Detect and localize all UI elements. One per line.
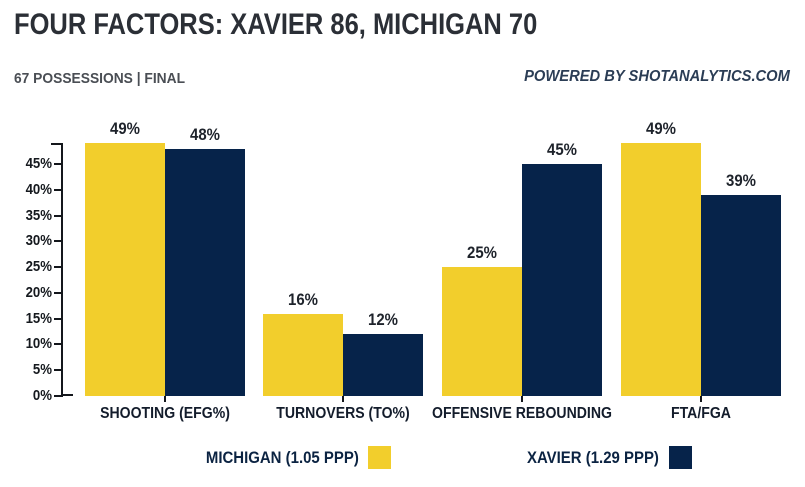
bar-value-label: 16% [288,290,318,309]
bar-value-label: 48% [190,125,220,144]
y-axis-tick-label: 0% [32,387,52,404]
y-axis-bottom-cap [61,394,73,396]
bar-value-label: 39% [726,171,756,190]
y-axis-tick-label: 30% [25,232,52,250]
y-axis-tick [54,317,61,320]
bar-xavier [165,149,245,396]
page-title: FOUR FACTORS: XAVIER 86, MICHIGAN 70 [14,8,538,41]
y-axis-tick-label: 20% [25,283,52,301]
category-label: TURNOVERS (TO%) [276,405,410,422]
category-label: OFFENSIVE REBOUNDING [432,405,612,422]
legend-swatch-xavier [669,446,693,469]
bar-value-label: 45% [547,140,577,159]
y-axis-tick [54,395,61,397]
powered-by-link[interactable]: POWERED BY SHOTANALYTICS.COM [524,68,790,85]
legend-item-michigan: MICHIGAN (1.05 PPP) [185,446,392,469]
y-axis-line [61,143,63,397]
bar-xavier [343,334,423,396]
legend-item-xavier: XAVIER (1.29 PPP) [509,446,693,469]
category-label: FTA/FGA [671,405,731,422]
y-axis-tick-label: 45% [25,154,52,172]
bar-value-label: 25% [467,243,497,262]
bar-value-label: 49% [646,119,676,138]
y-axis-tick-label: 10% [25,335,52,353]
bar-value-label: 12% [368,310,398,329]
y-axis-tick [54,214,61,217]
y-axis-tick [54,188,61,191]
bar-michigan [621,143,701,396]
bar-michigan [442,267,522,396]
y-axis-tick [54,369,61,372]
y-axis-tick [54,240,61,243]
bar-value-label: 49% [110,119,140,138]
y-axis-top-cap [51,143,63,145]
category-label: SHOOTING (EFG%) [100,405,230,422]
legend-label-michigan: MICHIGAN (1.05 PPP) [205,447,359,467]
y-axis-tick-label: 35% [25,206,52,224]
bar-xavier [522,164,602,396]
possessions-status-label: 67 POSSESSIONS | FINAL [14,70,186,87]
y-axis-tick [54,162,61,165]
bar-michigan [263,314,343,396]
y-axis-tick-label: 15% [25,309,52,327]
category-tick [700,396,702,402]
y-axis-tick [54,291,61,294]
bar-michigan [85,143,165,396]
legend-swatch-michigan [368,446,392,469]
y-axis-tick-label: 25% [25,258,52,276]
y-axis-tick-label: 5% [32,361,52,379]
category-tick [342,396,344,402]
y-axis-tick-label: 40% [25,180,52,198]
chart-legend: MICHIGAN (1.05 PPP) XAVIER (1.29 PPP) [36,446,805,469]
y-axis-tick [54,266,61,269]
category-tick [521,396,523,402]
category-tick [164,396,166,402]
bar-xavier [701,195,781,396]
y-axis-tick [54,343,61,346]
legend-label-xavier: XAVIER (1.29 PPP) [527,447,660,467]
